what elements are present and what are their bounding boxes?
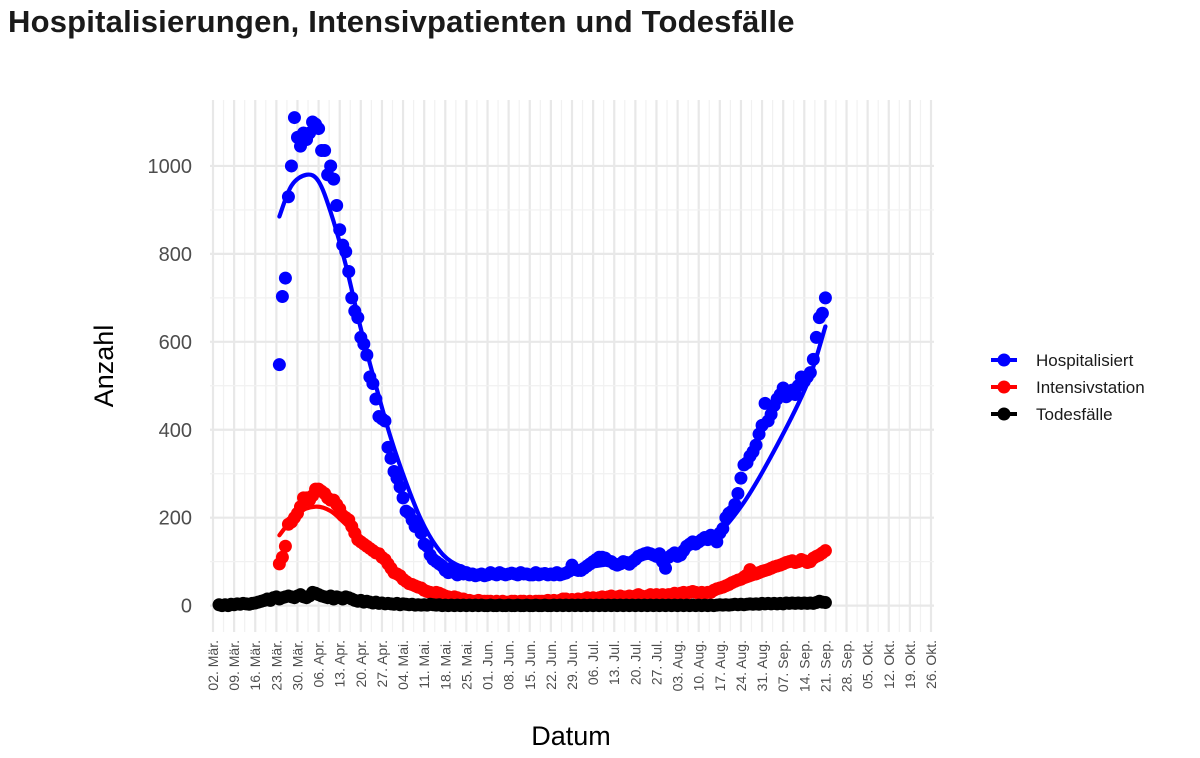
x-tick-label: 01. Jun.	[480, 640, 496, 690]
data-point-hospitalisiert	[284, 159, 298, 173]
data-point-intensivstation	[278, 539, 292, 553]
data-point-hospitalisiert	[345, 291, 359, 305]
x-tick-label: 19. Okt.	[902, 640, 918, 689]
data-point-hospitalisiert	[381, 440, 395, 454]
data-point-intensivstation	[275, 550, 289, 564]
x-tick-label: 14. Sep.	[796, 640, 812, 692]
data-point-hospitalisiert	[806, 352, 820, 366]
data-point-hospitalisiert	[327, 172, 341, 186]
data-point-hospitalisiert	[731, 487, 745, 501]
x-tick-label: 27. Apr.	[374, 640, 390, 687]
x-tick-label: 08. Jun.	[501, 640, 517, 690]
axis-layer: 0 200 400 600 800 1000 02. Mär. 09. Mär. 16. Mär…	[148, 156, 940, 692]
y-axis-title: Anzahl	[89, 325, 119, 408]
data-point-hospitalisiert	[396, 491, 410, 505]
data-point-hospitalisiert	[378, 414, 392, 428]
data-point-hospitalisiert	[330, 199, 344, 213]
chart-title: Hospitalisierungen, Intensivpatienten un…	[8, 4, 795, 39]
x-tick-label: 10. Aug.	[691, 640, 707, 691]
x-tick-label: 22. Jun.	[543, 640, 559, 690]
data-point-hospitalisiert	[357, 337, 371, 351]
x-tick-label: 13. Apr.	[332, 640, 348, 687]
x-tick-label: 21. Sep.	[817, 640, 833, 692]
x-tick-label: 04. Mai.	[395, 640, 411, 690]
data-point-hospitalisiert	[815, 306, 829, 320]
x-tick-label: 16. Mär.	[247, 640, 263, 691]
legend-key-dot-hospitalisiert	[997, 353, 1011, 367]
x-tick-label: 31. Aug.	[754, 640, 770, 691]
data-point-hospitalisiert	[312, 122, 326, 136]
data-point-hospitalisiert	[287, 111, 301, 125]
legend-key-dot-todesf-lle	[997, 407, 1011, 421]
x-tick-label: 03. Aug.	[670, 640, 686, 691]
data-point-hospitalisiert	[803, 366, 817, 380]
trend-layer	[216, 172, 828, 608]
data-point-hospitalisiert	[734, 471, 748, 485]
x-tick-label: 24. Aug.	[733, 640, 749, 691]
data-point-hospitalisiert	[333, 223, 347, 237]
x-tick-label: 02. Mär.	[205, 640, 221, 691]
x-tick-label: 18. Mai.	[437, 640, 453, 690]
x-axis-title: Datum	[531, 721, 611, 751]
grid-layer	[210, 100, 934, 632]
data-point-hospitalisiert	[414, 526, 428, 540]
y-tick-label: 600	[159, 332, 192, 354]
data-point-hospitalisiert	[818, 291, 832, 305]
data-point-hospitalisiert	[384, 451, 398, 465]
x-tick-label: 17. Aug.	[712, 640, 728, 691]
x-tick-label: 11. Mai.	[416, 640, 432, 689]
data-point-hospitalisiert	[369, 392, 383, 406]
x-tick-label: 30. Mär.	[289, 640, 305, 691]
data-point-hospitalisiert	[278, 271, 292, 285]
data-point-hospitalisiert	[275, 290, 289, 304]
data-point-hospitalisiert	[728, 497, 742, 511]
data-point-hospitalisiert	[342, 264, 356, 278]
x-tick-label: 13. Jul.	[606, 640, 622, 685]
data-point-hospitalisiert	[281, 190, 295, 204]
legend-key-dot-intensivstation	[997, 380, 1011, 394]
data-point-hospitalisiert	[393, 480, 407, 494]
x-tick-label: 05. Okt.	[860, 640, 876, 689]
data-point-hospitalisiert	[360, 348, 374, 362]
x-tick-label: 06. Apr.	[311, 640, 327, 687]
x-tick-label: 25. Mai.	[458, 640, 474, 690]
points-layer	[212, 111, 832, 613]
data-point-hospitalisiert	[749, 438, 763, 452]
data-point-hospitalisiert	[659, 561, 673, 575]
y-tick-label: 400	[159, 420, 192, 442]
legend-label-todesf-lle: Todesfälle	[1036, 405, 1113, 424]
x-tick-label: 12. Okt.	[881, 640, 897, 689]
x-tick-label: 26. Okt.	[923, 640, 939, 689]
x-tick-label: 28. Sep.	[839, 640, 855, 692]
legend-label-intensivstation: Intensivstation	[1036, 378, 1145, 397]
data-point-hospitalisiert	[339, 245, 353, 259]
y-tick-label: 800	[159, 244, 192, 266]
data-point-hospitalisiert	[351, 311, 365, 325]
data-point-hospitalisiert	[324, 159, 338, 173]
data-point-hospitalisiert	[366, 377, 380, 391]
data-point-hospitalisiert	[716, 522, 730, 536]
data-point-todesf-lle	[818, 596, 832, 610]
data-point-hospitalisiert	[318, 144, 332, 158]
y-tick-label: 200	[159, 508, 192, 530]
x-tick-label: 20. Apr.	[353, 640, 369, 687]
legend-label-hospitalisiert: Hospitalisiert	[1036, 351, 1134, 370]
x-tick-label: 09. Mär.	[226, 640, 242, 691]
x-tick-label: 27. Jul.	[648, 640, 664, 685]
data-point-hospitalisiert	[272, 358, 286, 372]
y-tick-label: 0	[181, 596, 192, 618]
data-point-intensivstation	[818, 544, 832, 558]
x-tick-label: 06. Jul.	[585, 640, 601, 685]
x-tick-label: 20. Jul.	[627, 640, 643, 685]
legend: Hospitalisiert Intensivstation Todesfälle	[991, 351, 1145, 424]
y-tick-label: 1000	[148, 156, 193, 178]
x-tick-label: 15. Jun.	[522, 640, 538, 690]
data-point-hospitalisiert	[809, 330, 823, 344]
x-tick-label: 07. Sep.	[775, 640, 791, 692]
x-tick-label: 23. Mär.	[268, 640, 284, 691]
x-tick-label: 29. Jun.	[564, 640, 580, 690]
